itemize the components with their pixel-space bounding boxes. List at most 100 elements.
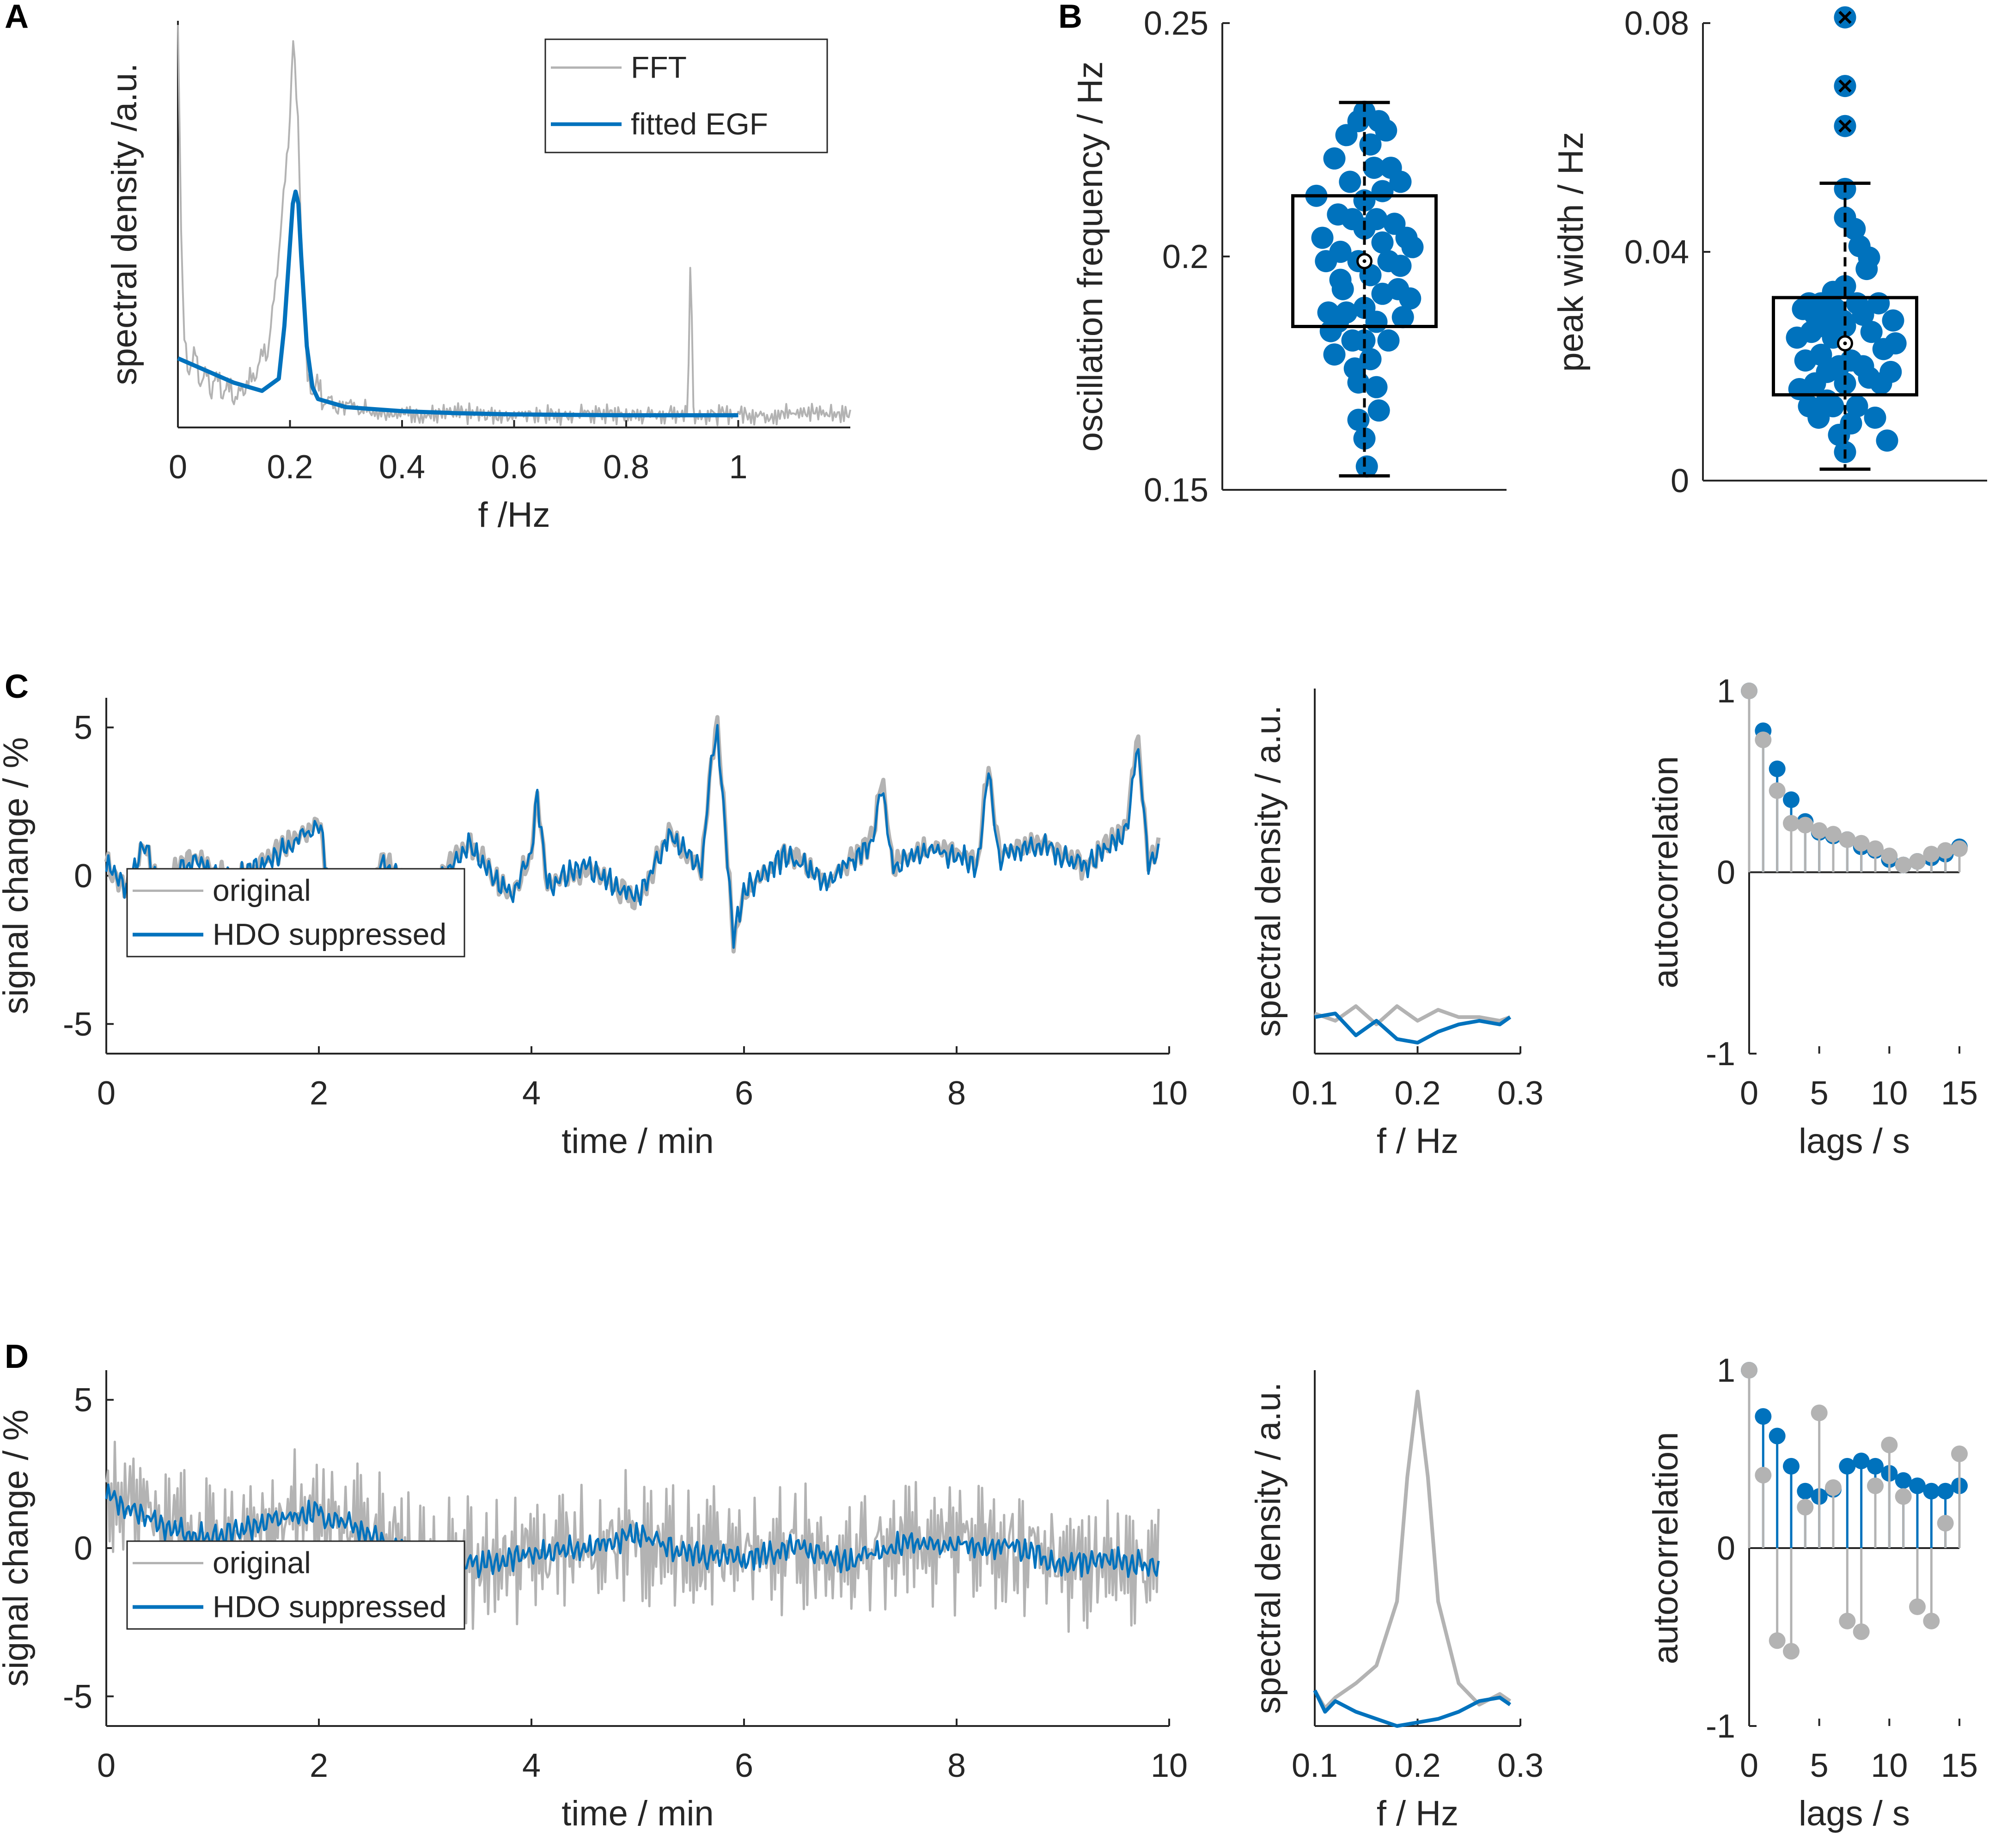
x-tick-label: 0 (1740, 1747, 1758, 1784)
scatter-point (1864, 406, 1886, 429)
box-median-dot (1843, 342, 1847, 345)
y-tick-label: -5 (63, 1006, 92, 1043)
scatter-point (1371, 231, 1394, 254)
y-tick-label: 0.15 (1144, 472, 1208, 509)
axes-D_spec: 0.1 0.2 0.3 f / Hz spectral density / a.u. (1249, 1370, 1544, 1833)
scatter-point (1867, 292, 1890, 315)
hdo-suppressed-series (105, 1483, 1160, 1579)
acf-point (1853, 1623, 1870, 1640)
x-tick-label: 4 (522, 1747, 541, 1784)
acf-point (1825, 826, 1842, 843)
y-tick-label: 0 (1717, 1530, 1735, 1567)
x-tick-label: 0.2 (267, 449, 313, 486)
x-tick-label: 6 (735, 1747, 753, 1784)
scatter-point (1353, 427, 1376, 450)
x-axis-label: f / Hz (1377, 1122, 1458, 1161)
axes-B1: 0.15 0.2 0.25 oscillation frequency / Hz (1071, 5, 1507, 509)
x-tick-label: 15 (1941, 1075, 1978, 1112)
scatter-point (1355, 455, 1378, 478)
scatter-point (1363, 157, 1385, 179)
y-tick-label: 0 (1717, 854, 1735, 891)
acf-point (1755, 731, 1772, 748)
acf-point (1741, 1362, 1757, 1378)
x-tick-label: 2 (310, 1075, 328, 1112)
acf-point (1867, 1477, 1884, 1494)
x-tick-label: 0.1 (1292, 1075, 1338, 1112)
scatter-point (1323, 343, 1346, 366)
acf-point (1783, 1643, 1800, 1660)
axes-C_spec: 0.1 0.2 0.3 f / Hz spectral density / a.u. (1249, 689, 1544, 1161)
y-tick-label: 0 (74, 858, 92, 895)
scatter-point (1367, 399, 1390, 422)
scatter-point (1347, 409, 1370, 431)
scatter-point (1822, 281, 1844, 303)
acf-point (1811, 1404, 1828, 1421)
acf-point (1783, 791, 1800, 808)
x-tick-label: 0.2 (1394, 1747, 1440, 1784)
panel-label-c: C (5, 668, 29, 705)
scatter-point (1389, 255, 1412, 277)
x-tick-label: 15 (1941, 1747, 1978, 1784)
legend-entry-second: fitted EGF (631, 107, 768, 141)
legend-box (544, 38, 828, 153)
scatter-point (1365, 208, 1388, 231)
legend-entry-first: original (213, 1546, 311, 1580)
x-tick-label: 5 (1810, 1747, 1829, 1784)
acf-point (1951, 840, 1968, 857)
acf-point (1755, 1408, 1772, 1425)
y-axis-label: spectral density / a.u. (1249, 705, 1288, 1037)
scatter-point (1810, 343, 1832, 366)
x-tick-label: 10 (1871, 1747, 1908, 1784)
y-axis-label: signal change / % (0, 1409, 36, 1687)
acf-point (1769, 1632, 1786, 1649)
legend-a: FFT fitted EGF (544, 38, 828, 153)
scatter-point (1846, 395, 1868, 418)
scatter-point (1331, 278, 1354, 300)
y-axis-label: oscillation frequency / Hz (1071, 61, 1110, 452)
legend-D_time: original HDO suppressed (126, 1540, 465, 1630)
acf-point (1909, 853, 1926, 870)
scatter-point (1884, 332, 1907, 354)
acf-point (1895, 856, 1912, 873)
x-tick-label: 6 (735, 1075, 753, 1112)
scatter-point (1852, 304, 1874, 326)
acf-point (1867, 840, 1884, 857)
acf-point (1937, 842, 1954, 859)
legend-entry-second: HDO suppressed (213, 917, 446, 951)
x-tick-label: 2 (310, 1747, 328, 1784)
x-tick-label: 8 (947, 1747, 966, 1784)
y-tick-label: -1 (1706, 1036, 1735, 1073)
y-axis-label: spectral density / a.u. (1249, 1382, 1288, 1714)
box-median-dot (1362, 259, 1367, 263)
box-iqr (1291, 194, 1438, 328)
x-tick-label: 10 (1151, 1075, 1188, 1112)
legend-entry-second: HDO suppressed (213, 1590, 446, 1624)
axes-A: 0 0.2 0.4 0.6 0.8 1 f /Hz spectral density /a.u… (105, 21, 850, 535)
legend-entry-first: FFT (631, 50, 687, 84)
scatter-point (1391, 306, 1414, 329)
acf-point (1769, 760, 1786, 777)
x-tick-label: 1 (729, 449, 747, 486)
scatter-point (1860, 321, 1883, 343)
x-tick-label: 0.8 (603, 449, 649, 486)
x-axis-label: f / Hz (1377, 1794, 1458, 1833)
acf-point (1741, 683, 1757, 699)
acf-point (1797, 1499, 1814, 1516)
legend-box (126, 868, 465, 958)
axes-B2: 0 0.04 0.08 peak width / Hz (1551, 5, 1987, 500)
y-axis-label: autocorrelation (1646, 756, 1685, 988)
y-axis-label: peak width / Hz (1551, 132, 1591, 372)
y-tick-label: 0 (74, 1530, 92, 1567)
x-tick-label: 0 (169, 449, 187, 486)
acf-point (1769, 782, 1786, 799)
y-tick-label: 0.04 (1624, 234, 1689, 271)
scatter-point (1327, 311, 1349, 333)
acf-point (1881, 848, 1898, 865)
y-tick-label: 0.08 (1624, 5, 1689, 42)
scatter-point (1311, 226, 1334, 249)
scatter-point (1834, 315, 1856, 337)
x-tick-label: 0.2 (1394, 1075, 1440, 1112)
